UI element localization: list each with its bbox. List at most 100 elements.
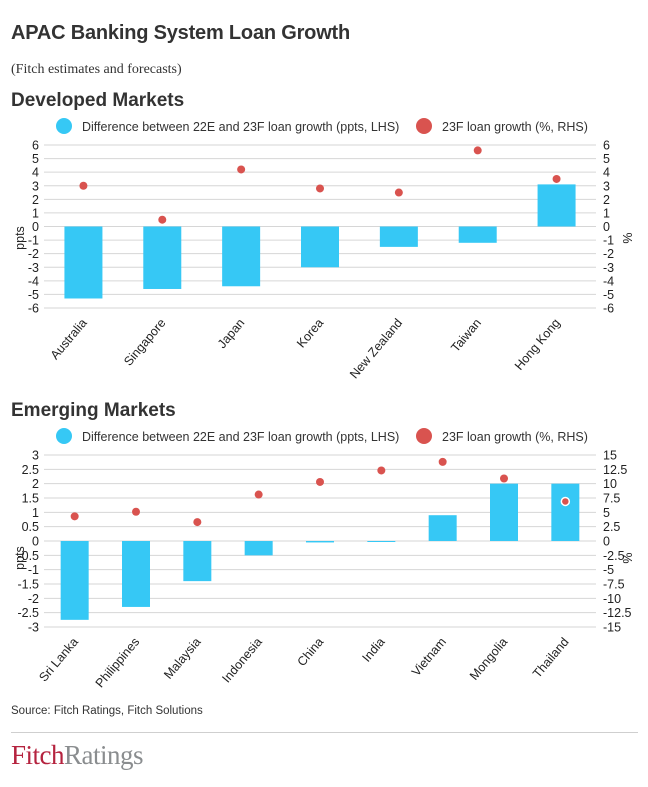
x-tick-indonesia: Indonesia bbox=[219, 635, 265, 686]
y-tick-left: 1 bbox=[32, 206, 39, 220]
y-tick-left: 3 bbox=[32, 179, 39, 193]
fitch-ratings-logo: FitchRatings bbox=[11, 740, 144, 771]
bar-thailand bbox=[551, 483, 580, 541]
bar-korea bbox=[301, 226, 339, 268]
y-tick-left: -0.5 bbox=[17, 549, 39, 563]
dot-india bbox=[377, 466, 386, 475]
y-tick-left: 3 bbox=[32, 449, 39, 463]
y-tick-left: 2 bbox=[32, 193, 39, 207]
y-tick-right: 10 bbox=[603, 477, 617, 491]
logo-fitch-text: Fitch bbox=[11, 740, 65, 770]
x-tick-hong-kong: Hong Kong bbox=[512, 316, 563, 373]
y-tick-right: 15 bbox=[603, 449, 617, 463]
y-tick-left: -5 bbox=[28, 288, 39, 302]
dot-philippines bbox=[132, 507, 140, 516]
logo-ratings-text: Ratings bbox=[64, 740, 144, 770]
y-tick-right: -3 bbox=[603, 261, 614, 275]
y-tick-right: 5 bbox=[603, 506, 610, 520]
dot-china bbox=[316, 477, 324, 486]
page-subtitle: (Fitch estimates and forecasts) bbox=[11, 62, 182, 77]
chart-legend: Difference between 22E and 23F loan grow… bbox=[56, 428, 588, 444]
bar-australia bbox=[64, 226, 103, 299]
y-tick-right: 0 bbox=[603, 535, 610, 549]
x-tick-china: China bbox=[295, 635, 327, 669]
y-tick-left: 2 bbox=[32, 477, 39, 491]
y-tick-left: 2.5 bbox=[22, 463, 39, 477]
chart-legend: Difference between 22E and 23F loan grow… bbox=[56, 118, 588, 134]
y-tick-right: 5 bbox=[603, 152, 610, 166]
y-tick-left: -1.5 bbox=[17, 578, 39, 592]
x-tick-india: India bbox=[359, 635, 387, 665]
y-tick-left: 4 bbox=[32, 166, 39, 180]
dot-vietnam bbox=[438, 457, 447, 466]
y-axis-label-left: ppts bbox=[13, 226, 27, 250]
y-tick-right: 6 bbox=[603, 139, 610, 153]
developed-markets-chart: Developed Markets Difference between 22E … bbox=[11, 90, 635, 381]
bar-china bbox=[306, 541, 334, 543]
y-tick-left: 0.5 bbox=[22, 520, 39, 534]
y-axis-label-right: % bbox=[621, 552, 635, 563]
y-tick-right: 4 bbox=[603, 166, 610, 180]
dot-hong-kong bbox=[552, 174, 561, 183]
x-tick-singapore: Singapore bbox=[121, 316, 168, 369]
x-tick-vietnam: Vietnam bbox=[409, 635, 449, 679]
y-tick-right: -2 bbox=[603, 247, 614, 261]
y-axis-label-left: ppts bbox=[13, 546, 27, 570]
y-axis-label-right: % bbox=[621, 232, 635, 243]
footer-divider bbox=[11, 732, 638, 733]
legend-bar-label: Difference between 22E and 23F loan grow… bbox=[82, 430, 399, 444]
legend-dot-label: 23F loan growth (%, RHS) bbox=[442, 430, 588, 444]
y-tick-left: -6 bbox=[28, 302, 39, 316]
y-tick-left: 1.5 bbox=[22, 492, 39, 506]
legend-bar-swatch bbox=[56, 118, 72, 134]
y-tick-left: -3 bbox=[28, 621, 39, 635]
x-tick-sri-lanka: Sri Lanka bbox=[36, 635, 81, 684]
y-tick-left: -3 bbox=[28, 261, 39, 275]
y-tick-left: 0 bbox=[32, 535, 39, 549]
y-tick-right: 7.5 bbox=[603, 492, 620, 506]
x-tick-new-zealand: New Zealand bbox=[347, 316, 405, 381]
y-tick-right: -5 bbox=[603, 563, 614, 577]
bar-hong-kong bbox=[537, 184, 576, 227]
legend-dot-label: 23F loan growth (%, RHS) bbox=[442, 120, 588, 134]
y-tick-right: 2 bbox=[603, 193, 610, 207]
dot-singapore bbox=[158, 215, 167, 224]
legend-bar-label: Difference between 22E and 23F loan grow… bbox=[82, 120, 399, 134]
bar-indonesia bbox=[244, 541, 273, 556]
y-tick-right: -15 bbox=[603, 621, 621, 635]
page-title: APAC Banking System Loan Growth bbox=[11, 22, 351, 44]
x-tick-korea: Korea bbox=[294, 316, 326, 351]
dot-australia bbox=[79, 181, 88, 190]
emerging-markets-chart: Emerging Markets Difference between 22E a… bbox=[11, 400, 635, 690]
x-tick-malaysia: Malaysia bbox=[161, 635, 203, 682]
bar-singapore bbox=[143, 226, 182, 289]
y-tick-right: 2.5 bbox=[603, 520, 620, 534]
dot-sri-lanka bbox=[70, 512, 79, 521]
legend-bar-swatch bbox=[56, 428, 72, 444]
y-tick-right: 0 bbox=[603, 220, 610, 234]
y-tick-right: -6 bbox=[603, 302, 614, 316]
legend-dot-swatch bbox=[416, 428, 432, 444]
y-tick-left: -1 bbox=[28, 234, 39, 248]
y-tick-right: 12.5 bbox=[603, 463, 627, 477]
x-tick-mongolia: Mongolia bbox=[467, 635, 510, 683]
y-tick-right: -2.5 bbox=[603, 549, 625, 563]
dot-indonesia bbox=[254, 490, 263, 499]
bar-vietnam bbox=[428, 515, 457, 541]
y-tick-right: 1 bbox=[603, 206, 610, 220]
bar-japan bbox=[222, 226, 261, 287]
dot-malaysia bbox=[193, 518, 202, 527]
y-tick-left: 0 bbox=[32, 220, 39, 234]
y-tick-left: -1 bbox=[28, 563, 39, 577]
y-tick-right: -5 bbox=[603, 288, 614, 302]
y-tick-right: -12.5 bbox=[603, 606, 632, 620]
y-tick-right: -4 bbox=[603, 274, 614, 288]
legend-dot-swatch bbox=[416, 118, 432, 134]
bar-new-zealand bbox=[379, 226, 418, 247]
dot-thailand bbox=[560, 496, 571, 507]
bar-sri-lanka bbox=[60, 541, 89, 620]
x-tick-japan: Japan bbox=[215, 316, 248, 351]
y-tick-right: 3 bbox=[603, 179, 610, 193]
x-tick-thailand: Thailand bbox=[530, 635, 572, 681]
dot-mongolia bbox=[500, 474, 508, 483]
